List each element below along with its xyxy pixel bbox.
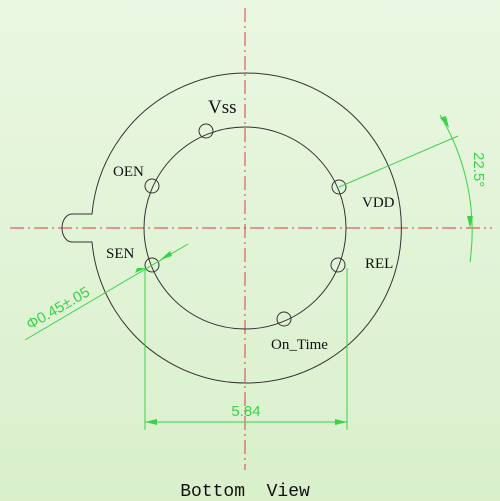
pin-label: VDD: [362, 195, 395, 211]
pin-label: REL: [365, 256, 393, 272]
leader-line: [24, 243, 189, 341]
arrowheads: [440, 116, 473, 228]
angle-line: [338, 135, 459, 188]
dimension-text: 22.5°: [470, 152, 487, 187]
dimension-text: Φ0.45±.05: [24, 284, 93, 334]
pin: [198, 123, 214, 139]
pin: [276, 311, 292, 327]
pin-label: On_Time: [271, 337, 328, 353]
pin-label: OEN: [113, 164, 144, 180]
outer-body: [61, 72, 402, 384]
pin: [144, 257, 160, 273]
pin-label: Vss: [208, 97, 237, 118]
pin: [331, 179, 347, 195]
dimension-text: 5.84: [231, 403, 260, 420]
pin-label: SEN: [106, 246, 135, 262]
inner-circle: [143, 126, 347, 330]
caption: Bottom View: [180, 482, 310, 501]
pin: [144, 178, 160, 194]
pin: [330, 257, 346, 273]
arrowheads: [135, 251, 172, 273]
angle-arc: [439, 114, 473, 263]
